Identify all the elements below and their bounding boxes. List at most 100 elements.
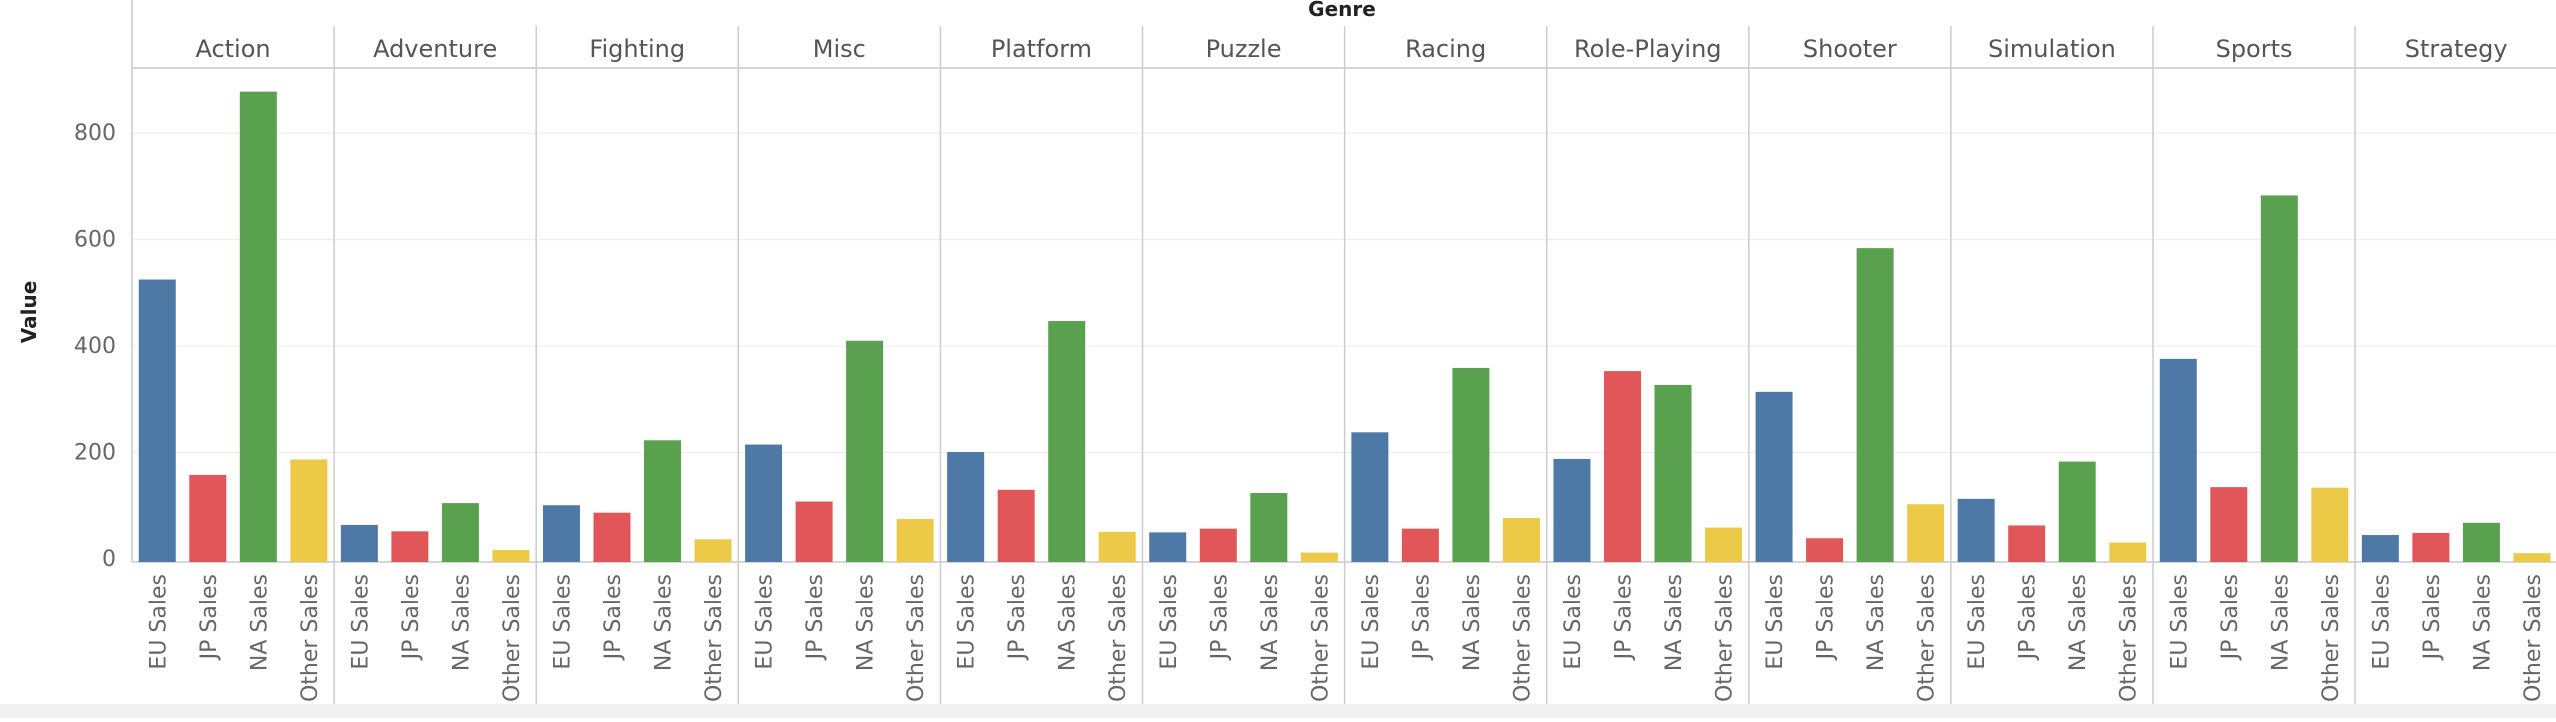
x-tick-label-1-0: EU Sales [348, 574, 373, 670]
panel-label-8: Shooter [1803, 35, 1897, 63]
x-tick-label-0-3: Other Sales [298, 574, 323, 702]
x-tick-label-11-1: JP Sales [2420, 574, 2445, 661]
x-tick-label-10-1: JP Sales [2218, 574, 2243, 661]
bar-1-1 [391, 531, 429, 562]
x-tick-label-8-3: Other Sales [1915, 574, 1940, 702]
panel-label-1: Adventure [373, 35, 497, 63]
x-tick-label-0-0: EU Sales [146, 574, 171, 670]
bar-10-2 [2260, 195, 2298, 563]
x-tick-label-2-3: Other Sales [702, 574, 727, 702]
panel-label-10: Sports [2216, 35, 2293, 63]
y-tick-label-3: 600 [74, 228, 116, 253]
x-tick-label-5-2: NA Sales [1258, 574, 1283, 671]
x-tick-label-5-1: JP Sales [1207, 574, 1232, 661]
y-tick-label-4: 800 [74, 121, 116, 146]
bar-11-3 [2513, 553, 2551, 562]
x-tick-label-4-2: NA Sales [1056, 574, 1081, 671]
bar-0-3 [290, 459, 328, 562]
x-tick-label-11-0: EU Sales [2369, 574, 2394, 670]
panel-label-11: Strategy [2405, 35, 2508, 63]
x-tick-label-5-3: Other Sales [1308, 574, 1333, 702]
x-tick-label-5-0: EU Sales [1157, 574, 1182, 670]
panel-label-0: Action [195, 35, 270, 63]
bar-2-0 [542, 505, 580, 562]
x-tick-label-3-1: JP Sales [803, 574, 828, 661]
bar-1-3 [492, 549, 530, 562]
x-tick-label-6-2: NA Sales [1460, 574, 1485, 671]
bar-10-0 [2159, 358, 2197, 562]
x-tick-label-9-3: Other Sales [2117, 574, 2142, 702]
footer-strip [0, 704, 2556, 718]
bar-5-3 [1300, 552, 1338, 562]
panel-label-2: Fighting [589, 35, 685, 63]
bar-9-2 [2058, 461, 2096, 562]
x-tick-label-2-0: EU Sales [550, 574, 575, 670]
x-tick-label-4-0: EU Sales [955, 574, 980, 670]
bar-11-2 [2462, 522, 2500, 562]
x-tick-label-9-0: EU Sales [1965, 574, 1990, 670]
panel-label-7: Role-Playing [1574, 35, 1722, 63]
bar-1-2 [441, 503, 479, 562]
bar-1-0 [340, 524, 378, 562]
bar-2-3 [694, 539, 732, 562]
x-tick-label-4-1: JP Sales [1005, 574, 1030, 661]
y-axis-label: Value [17, 281, 41, 344]
x-tick-label-9-1: JP Sales [2016, 574, 2041, 661]
panel-label-5: Puzzle [1206, 35, 1282, 63]
bar-6-3 [1502, 518, 1540, 562]
bar-3-3 [896, 519, 934, 562]
y-tick-label-0: 0 [102, 547, 116, 572]
bar-4-2 [1048, 321, 1086, 562]
x-tick-label-6-3: Other Sales [1510, 574, 1535, 702]
bar-7-1 [1603, 371, 1641, 562]
bar-7-0 [1553, 458, 1591, 562]
x-tick-label-2-1: JP Sales [601, 574, 626, 661]
x-tick-label-8-1: JP Sales [1814, 574, 1839, 661]
bar-8-3 [1907, 504, 1945, 562]
x-tick-label-2-2: NA Sales [652, 574, 677, 671]
bar-10-1 [2210, 487, 2248, 562]
bar-10-3 [2311, 487, 2349, 562]
y-tick-label-2: 400 [74, 334, 116, 359]
x-tick-label-9-2: NA Sales [2066, 574, 2091, 671]
bar-4-1 [997, 489, 1035, 562]
bar-0-1 [189, 474, 227, 562]
bar-2-1 [593, 512, 631, 562]
x-tick-label-6-0: EU Sales [1359, 574, 1384, 670]
bar-5-1 [1199, 528, 1237, 562]
x-tick-label-10-2: NA Sales [2268, 574, 2293, 671]
x-tick-label-3-2: NA Sales [854, 574, 879, 671]
x-tick-label-11-2: NA Sales [2470, 574, 2495, 671]
x-tick-label-7-3: Other Sales [1713, 574, 1738, 702]
bar-6-0 [1351, 432, 1389, 562]
x-tick-label-11-3: Other Sales [2521, 574, 2546, 702]
bar-8-2 [1856, 248, 1894, 563]
bar-4-0 [947, 452, 985, 562]
chart-title: Genre [1308, 0, 1376, 21]
bar-3-1 [795, 501, 833, 562]
bar-5-0 [1149, 532, 1187, 562]
panel-label-9: Simulation [1988, 35, 2116, 63]
bar-11-0 [2361, 535, 2399, 562]
bar-7-3 [1705, 527, 1743, 562]
x-tick-label-8-2: NA Sales [1864, 574, 1889, 671]
x-tick-label-0-1: JP Sales [197, 574, 222, 661]
x-tick-label-3-0: EU Sales [753, 574, 778, 670]
x-tick-label-1-1: JP Sales [399, 574, 424, 661]
bar-3-2 [846, 340, 884, 562]
bar-0-0 [138, 279, 176, 562]
x-tick-label-0-2: NA Sales [247, 574, 272, 671]
x-tick-label-1-2: NA Sales [449, 574, 474, 671]
bar-11-1 [2412, 532, 2450, 562]
bar-0-2 [239, 91, 277, 563]
bar-9-3 [2109, 542, 2147, 562]
bar-5-2 [1250, 492, 1288, 562]
x-tick-label-6-1: JP Sales [1409, 574, 1434, 661]
panel-label-3: Misc [813, 35, 866, 63]
x-tick-label-1-3: Other Sales [500, 574, 525, 702]
bar-6-1 [1401, 528, 1439, 562]
panel-label-4: Platform [991, 35, 1092, 63]
bar-8-1 [1806, 538, 1844, 562]
